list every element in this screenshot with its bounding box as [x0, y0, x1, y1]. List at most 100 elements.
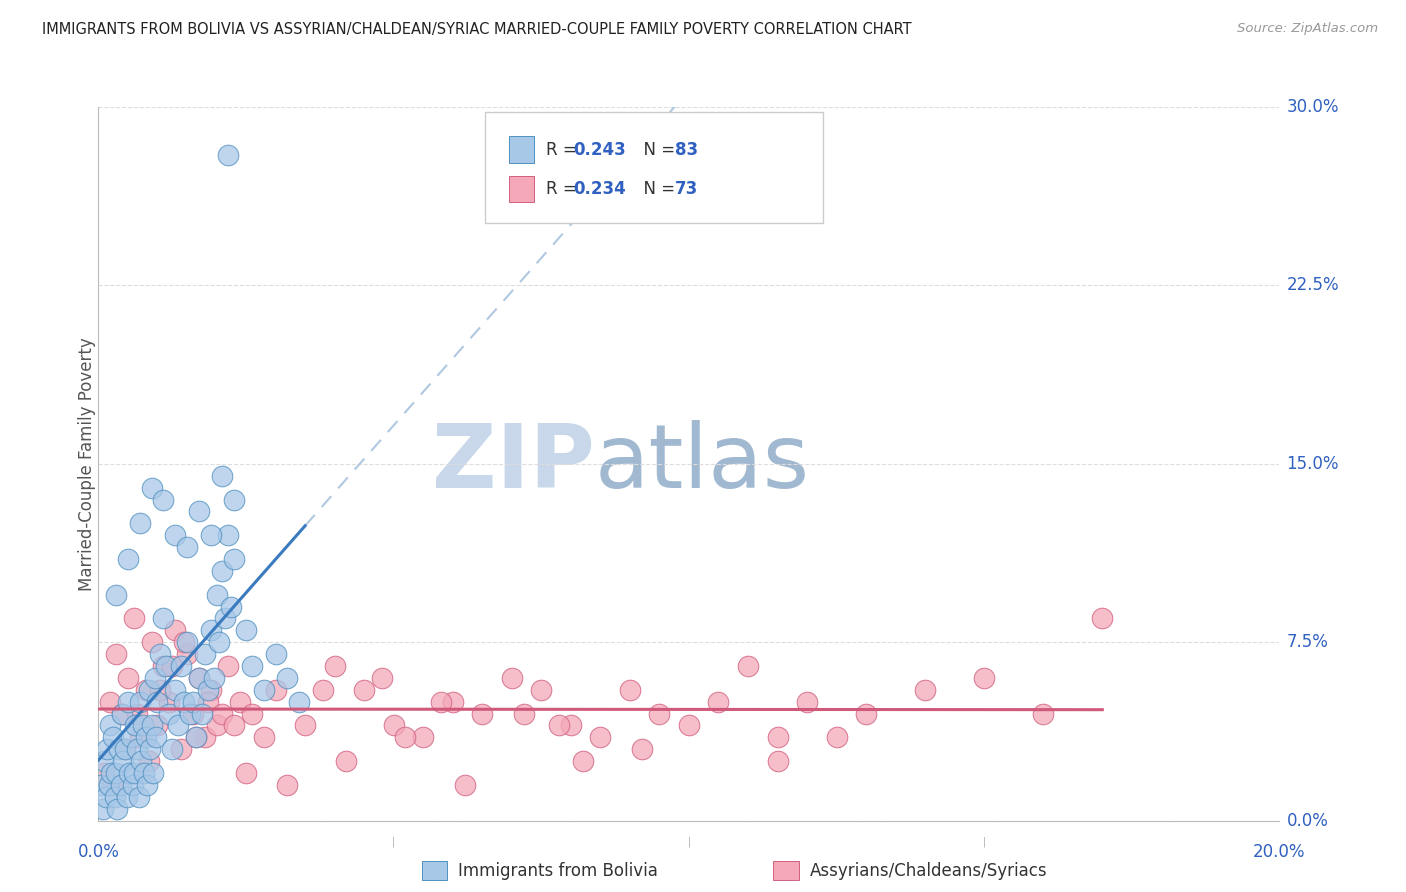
Point — [214, 611, 236, 625]
Point — [173, 695, 195, 709]
Point — [115, 789, 138, 804]
Point — [141, 718, 163, 732]
Text: 0.234: 0.234 — [574, 180, 627, 198]
Point — [589, 731, 612, 745]
Point — [382, 718, 405, 732]
Point — [170, 659, 193, 673]
Point — [114, 742, 136, 756]
Point — [122, 766, 145, 780]
Point — [560, 718, 582, 732]
Point — [264, 682, 287, 697]
Point — [105, 802, 128, 816]
Point — [93, 766, 115, 780]
Point — [235, 766, 257, 780]
Point — [187, 671, 209, 685]
Point — [132, 718, 155, 732]
Point — [412, 731, 434, 745]
Point — [181, 695, 204, 709]
Text: 30.0%: 30.0% — [1286, 98, 1339, 116]
Point — [134, 766, 156, 780]
Point — [135, 682, 157, 697]
Text: 83: 83 — [675, 141, 697, 159]
Point — [211, 564, 233, 578]
Point — [453, 778, 475, 792]
Text: R =: R = — [546, 141, 582, 159]
Text: N =: N = — [633, 141, 681, 159]
Point — [105, 588, 128, 602]
Point — [152, 611, 174, 625]
Point — [93, 754, 115, 768]
Point — [264, 647, 287, 661]
Point — [165, 528, 187, 542]
Point — [471, 706, 494, 721]
Point — [678, 718, 700, 732]
Point — [105, 647, 128, 661]
Point — [224, 718, 246, 732]
Point — [181, 706, 204, 721]
Point — [229, 695, 252, 709]
Text: 20.0%: 20.0% — [1253, 843, 1306, 861]
Point — [157, 695, 180, 709]
Point — [176, 647, 198, 661]
Point — [335, 754, 357, 768]
Point — [135, 778, 157, 792]
Point — [162, 742, 183, 756]
Text: atlas: atlas — [595, 420, 810, 508]
Text: ZIP: ZIP — [432, 420, 595, 508]
Text: IMMIGRANTS FROM BOLIVIA VS ASSYRIAN/CHALDEAN/SYRIAC MARRIED-COUPLE FAMILY POVERT: IMMIGRANTS FROM BOLIVIA VS ASSYRIAN/CHAL… — [42, 22, 912, 37]
Point — [118, 766, 141, 780]
Text: 0.0%: 0.0% — [1286, 812, 1329, 830]
Point — [124, 718, 146, 732]
Point — [128, 789, 150, 804]
Point — [208, 635, 231, 649]
Point — [973, 671, 995, 685]
Point — [90, 778, 112, 792]
Point — [571, 754, 593, 768]
Text: |: | — [688, 837, 690, 847]
Text: |: | — [392, 837, 395, 847]
Point — [120, 731, 142, 745]
Point — [501, 671, 523, 685]
Text: 0.0%: 0.0% — [77, 843, 120, 861]
Point — [200, 682, 222, 697]
Point — [152, 659, 174, 673]
Point — [371, 671, 394, 685]
Point — [441, 695, 464, 709]
Point — [202, 671, 225, 685]
Text: R =: R = — [546, 180, 582, 198]
Point — [235, 624, 257, 638]
Point — [224, 552, 246, 566]
Point — [165, 624, 187, 638]
Point — [141, 481, 163, 495]
Point — [142, 766, 165, 780]
Point — [219, 599, 243, 614]
Point — [184, 731, 207, 745]
Point — [114, 742, 136, 756]
Point — [211, 706, 233, 721]
Point — [512, 706, 534, 721]
Text: 7.5%: 7.5% — [1286, 633, 1329, 651]
Point — [110, 778, 132, 792]
Point — [855, 706, 877, 721]
Text: Assyrians/Chaldeans/Syriacs: Assyrians/Chaldeans/Syriacs — [810, 862, 1047, 880]
Point — [98, 718, 121, 732]
Point — [619, 682, 641, 697]
Text: 0.243: 0.243 — [574, 141, 627, 159]
Point — [194, 647, 217, 661]
Point — [128, 516, 150, 531]
Point — [630, 742, 652, 756]
Point — [796, 695, 818, 709]
Point — [105, 766, 128, 780]
Point — [138, 754, 160, 768]
Point — [766, 731, 789, 745]
Point — [108, 742, 131, 756]
Point — [112, 754, 135, 768]
Point — [914, 682, 936, 697]
Text: |: | — [983, 837, 986, 847]
Point — [530, 682, 553, 697]
Point — [146, 718, 169, 732]
Point — [128, 695, 150, 709]
Point — [173, 635, 195, 649]
Point — [139, 742, 162, 756]
Point — [165, 682, 187, 697]
